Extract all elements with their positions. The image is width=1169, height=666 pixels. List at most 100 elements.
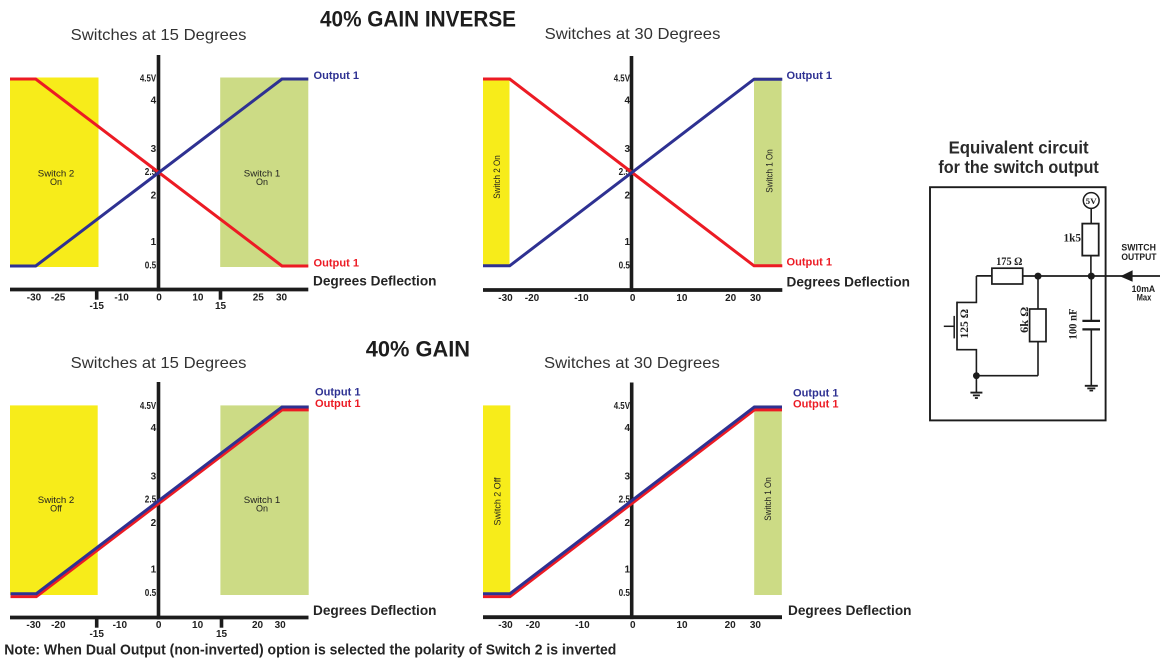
- svg-text:2.5: 2.5: [619, 495, 631, 506]
- svg-text:Output 1: Output 1: [315, 398, 361, 410]
- svg-text:125 Ω: 125 Ω: [959, 309, 971, 339]
- svg-text:1: 1: [151, 237, 157, 248]
- svg-text:1k5: 1k5: [1064, 233, 1082, 245]
- svg-text:Max: Max: [1137, 293, 1152, 304]
- svg-text:Output 1: Output 1: [314, 70, 360, 82]
- svg-text:4: 4: [151, 423, 157, 434]
- svg-text:-30: -30: [26, 620, 41, 631]
- svg-text:Switch 1 On: Switch 1 On: [763, 477, 773, 521]
- svg-text:On: On: [50, 177, 62, 187]
- svg-text:175 Ω: 175 Ω: [996, 256, 1022, 268]
- svg-text:4.5V: 4.5V: [614, 74, 631, 85]
- svg-text:Equivalent circuit: Equivalent circuit: [949, 138, 1089, 158]
- svg-text:-10: -10: [113, 620, 128, 631]
- svg-text:-30: -30: [498, 293, 513, 304]
- svg-text:Off: Off: [50, 504, 62, 514]
- svg-text:-30: -30: [498, 620, 513, 631]
- svg-text:30: 30: [276, 293, 288, 304]
- svg-text:Switch 2 On: Switch 2 On: [492, 155, 502, 199]
- svg-text:Switch 2 Off: Switch 2 Off: [493, 477, 503, 525]
- svg-text:0: 0: [630, 620, 636, 631]
- svg-text:Note: When Dual Output (non-in: Note: When Dual Output (non-inverted) op…: [4, 641, 616, 658]
- svg-text:Switch 1 On: Switch 1 On: [764, 149, 774, 193]
- svg-text:Degrees Deflection: Degrees Deflection: [313, 603, 437, 618]
- svg-text:20: 20: [252, 620, 264, 631]
- svg-text:25: 25: [253, 293, 265, 304]
- svg-text:0: 0: [156, 293, 162, 304]
- svg-text:Degrees Deflection: Degrees Deflection: [313, 273, 437, 288]
- svg-text:Switches at 30 Degrees: Switches at 30 Degrees: [545, 26, 721, 43]
- svg-text:15: 15: [216, 629, 228, 640]
- svg-text:-10: -10: [575, 620, 590, 631]
- svg-text:-10: -10: [574, 293, 589, 304]
- svg-text:Switch 2: Switch 2: [38, 169, 75, 179]
- svg-text:0.5: 0.5: [145, 588, 157, 599]
- svg-text:40% GAIN: 40% GAIN: [366, 337, 470, 362]
- svg-text:40% GAIN INVERSE: 40% GAIN INVERSE: [320, 6, 516, 31]
- svg-text:3: 3: [151, 471, 157, 482]
- svg-text:10: 10: [676, 293, 688, 304]
- svg-text:Switch 1: Switch 1: [244, 495, 281, 505]
- svg-text:5V: 5V: [1086, 196, 1098, 206]
- svg-text:10: 10: [676, 620, 688, 631]
- svg-text:-25: -25: [51, 293, 66, 304]
- svg-text:Degrees Deflection: Degrees Deflection: [788, 603, 912, 618]
- svg-text:Output 1: Output 1: [315, 387, 361, 399]
- svg-text:Output 1: Output 1: [793, 399, 839, 411]
- svg-text:-20: -20: [525, 293, 540, 304]
- svg-text:6k Ω: 6k Ω: [1019, 307, 1031, 333]
- svg-text:OUTPUT: OUTPUT: [1121, 252, 1156, 263]
- svg-text:15: 15: [215, 301, 227, 312]
- svg-text:1: 1: [624, 565, 630, 576]
- svg-text:4.5V: 4.5V: [614, 401, 631, 412]
- svg-text:Switches at 15 Degrees: Switches at 15 Degrees: [71, 27, 247, 44]
- svg-text:20: 20: [725, 293, 737, 304]
- svg-text:2: 2: [151, 190, 157, 201]
- svg-text:30: 30: [275, 620, 287, 631]
- svg-text:30: 30: [750, 293, 762, 304]
- svg-text:10: 10: [192, 293, 204, 304]
- svg-text:0.5: 0.5: [619, 261, 631, 272]
- svg-text:On: On: [256, 177, 268, 187]
- svg-text:Output 1: Output 1: [314, 257, 360, 269]
- svg-text:4: 4: [624, 423, 630, 434]
- svg-text:3: 3: [624, 144, 630, 155]
- svg-text:100 nF: 100 nF: [1068, 309, 1080, 340]
- svg-text:4.5V: 4.5V: [140, 401, 157, 412]
- svg-text:2: 2: [624, 190, 630, 201]
- svg-text:Switch 2: Switch 2: [38, 495, 75, 505]
- svg-text:30: 30: [750, 620, 762, 631]
- svg-text:20: 20: [725, 620, 737, 631]
- svg-text:1: 1: [624, 237, 630, 248]
- svg-text:10: 10: [192, 620, 204, 631]
- svg-text:Output 1: Output 1: [787, 257, 833, 269]
- svg-text:-30: -30: [27, 293, 42, 304]
- svg-text:2: 2: [151, 518, 157, 529]
- svg-text:3: 3: [624, 471, 630, 482]
- svg-text:-15: -15: [89, 301, 104, 312]
- svg-text:Switch 1: Switch 1: [244, 169, 281, 179]
- svg-text:4.5V: 4.5V: [140, 74, 157, 85]
- svg-text:SWITCH: SWITCH: [1121, 243, 1156, 254]
- svg-text:Output 1: Output 1: [787, 70, 833, 82]
- svg-text:for the switch output: for the switch output: [938, 157, 1099, 177]
- svg-text:2: 2: [624, 518, 630, 529]
- svg-text:3: 3: [151, 144, 157, 155]
- svg-text:-10: -10: [114, 293, 129, 304]
- svg-text:On: On: [256, 504, 268, 514]
- svg-text:-20: -20: [526, 620, 541, 631]
- svg-text:1: 1: [151, 565, 157, 576]
- svg-text:4: 4: [624, 96, 630, 107]
- svg-text:2.5: 2.5: [145, 167, 157, 178]
- svg-text:0: 0: [156, 620, 162, 631]
- svg-text:Degrees Deflection: Degrees Deflection: [787, 275, 911, 290]
- svg-text:-20: -20: [51, 620, 66, 631]
- svg-text:4: 4: [151, 96, 157, 107]
- svg-text:0.5: 0.5: [145, 261, 157, 272]
- svg-text:2.5: 2.5: [145, 495, 157, 506]
- svg-text:-15: -15: [89, 629, 104, 640]
- svg-text:Switches at 30 Degrees: Switches at 30 Degrees: [544, 355, 720, 372]
- svg-text:0: 0: [630, 293, 636, 304]
- svg-text:2.5: 2.5: [619, 167, 631, 178]
- svg-text:10mA: 10mA: [1132, 284, 1156, 295]
